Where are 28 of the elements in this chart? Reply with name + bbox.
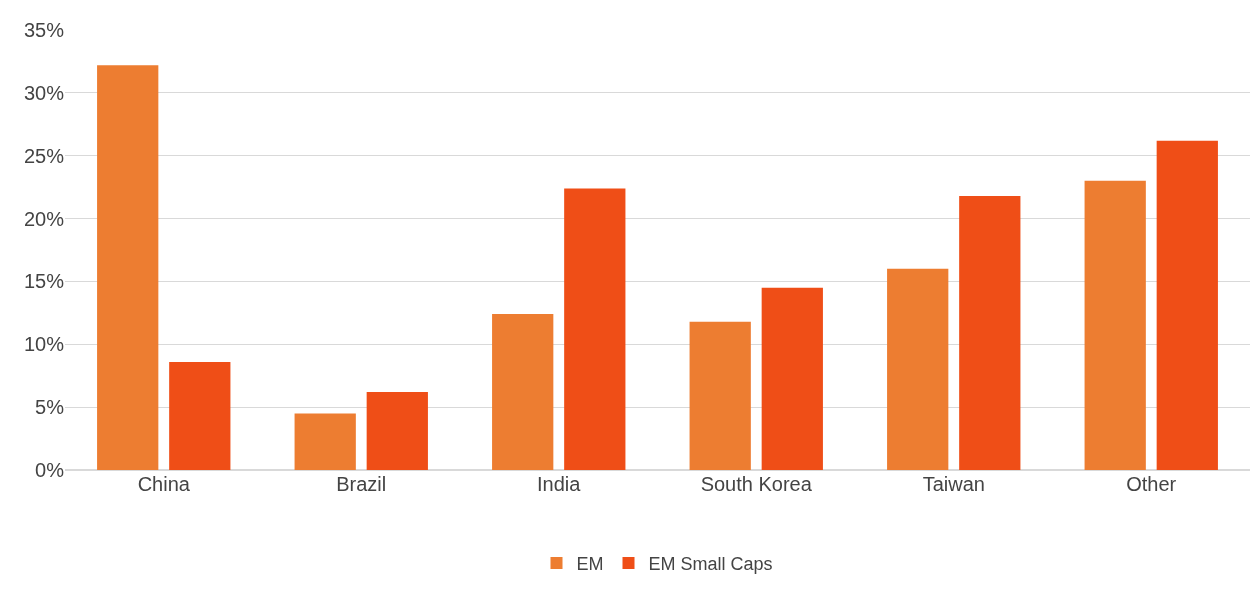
y-tick-label: 10% bbox=[23, 333, 65, 356]
bar bbox=[564, 188, 626, 470]
x-tick-label: China bbox=[137, 473, 191, 495]
bar bbox=[97, 65, 159, 470]
bar bbox=[959, 195, 1021, 470]
y-tick-label: 35% bbox=[23, 19, 65, 41]
bar bbox=[1084, 180, 1146, 470]
y-tick-label: 30% bbox=[23, 81, 65, 104]
bar bbox=[887, 268, 949, 470]
bar bbox=[492, 314, 554, 470]
bar bbox=[366, 392, 428, 470]
x-tick-label: South Korea bbox=[700, 473, 813, 495]
bar bbox=[169, 361, 231, 470]
y-tick-label: 5% bbox=[35, 396, 65, 419]
x-tick-label: Brazil bbox=[336, 473, 387, 495]
y-tick-label: 25% bbox=[23, 144, 65, 167]
y-tick-label: 15% bbox=[23, 270, 65, 293]
x-tick-label: India bbox=[537, 473, 582, 495]
bar bbox=[761, 287, 823, 470]
bar bbox=[294, 413, 356, 470]
bar bbox=[689, 321, 751, 470]
y-tick-label: 20% bbox=[23, 207, 65, 230]
y-tick-label: 0% bbox=[35, 459, 65, 481]
legend-label: EM Small Caps bbox=[648, 554, 773, 575]
bar bbox=[1156, 140, 1218, 470]
legend-label: EM bbox=[576, 554, 604, 575]
x-tick-label: Other bbox=[1126, 473, 1177, 495]
x-tick-label: Taiwan bbox=[922, 473, 985, 495]
